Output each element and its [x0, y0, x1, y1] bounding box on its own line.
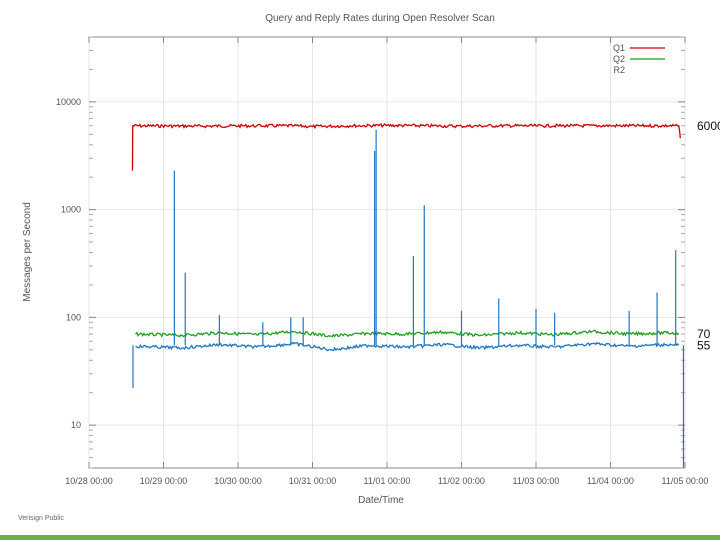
x-axis-label: Date/Time: [358, 495, 404, 506]
y-axis-label: Messages per Second: [22, 202, 33, 302]
x-tick-label: 11/05 00:00: [662, 476, 709, 486]
legend-label-q1: Q1: [613, 43, 625, 53]
series-line-r2: [135, 341, 680, 352]
x-tick-label: 10/31 00:00: [289, 476, 337, 486]
legend-label-q2: Q2: [613, 54, 625, 64]
series-lines: [131, 122, 685, 468]
x-tick-label: 11/03 00:00: [513, 476, 560, 486]
legend-label-r2: R2: [613, 65, 625, 75]
annotation-label: 6000: [697, 119, 720, 133]
footer-text: Verisign Public: [18, 515, 64, 522]
y-tick-label: 10000: [56, 97, 81, 107]
x-tick-label: 11/04 00:00: [587, 476, 634, 486]
grid: [88, 37, 686, 468]
x-tick-label: 11/02 00:00: [438, 476, 485, 486]
y-tick-label: 100: [66, 312, 81, 322]
annotation-label: 70: [697, 327, 711, 341]
x-axis-ticks: 10/28 00:00 10/29 00:00 10/30 00:00 10/31 0…: [65, 37, 708, 486]
x-tick-label: 10/29 00:00: [140, 476, 188, 486]
y-tick-label: 10: [71, 420, 81, 430]
series-line-q2: [135, 329, 680, 338]
y-axis-ticks: 10 100 1000 10000: [56, 36, 685, 469]
chart-title: Query and Reply Rates during Open Resolv…: [265, 13, 495, 24]
x-tick-label: 10/30 00:00: [214, 476, 262, 486]
y-tick-label: 1000: [61, 205, 81, 215]
x-tick-label: 10/28 00:00: [65, 476, 113, 486]
footer-bar: [0, 535, 720, 540]
x-tick-label: 11/01 00:00: [364, 476, 411, 486]
annotation-label: 55: [697, 338, 711, 352]
series-line-q1: [131, 122, 681, 171]
